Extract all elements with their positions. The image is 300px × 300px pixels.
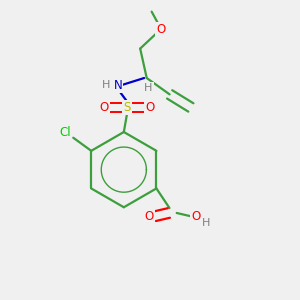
Text: S: S xyxy=(123,101,131,114)
Text: O: O xyxy=(191,210,200,223)
Text: O: O xyxy=(146,101,154,114)
Text: H: H xyxy=(202,218,211,228)
Text: N: N xyxy=(114,79,122,92)
Text: Cl: Cl xyxy=(59,126,71,139)
Text: O: O xyxy=(100,101,109,114)
Text: O: O xyxy=(156,23,165,36)
Text: H: H xyxy=(102,80,110,90)
Text: O: O xyxy=(144,210,154,223)
Text: H: H xyxy=(144,83,153,93)
